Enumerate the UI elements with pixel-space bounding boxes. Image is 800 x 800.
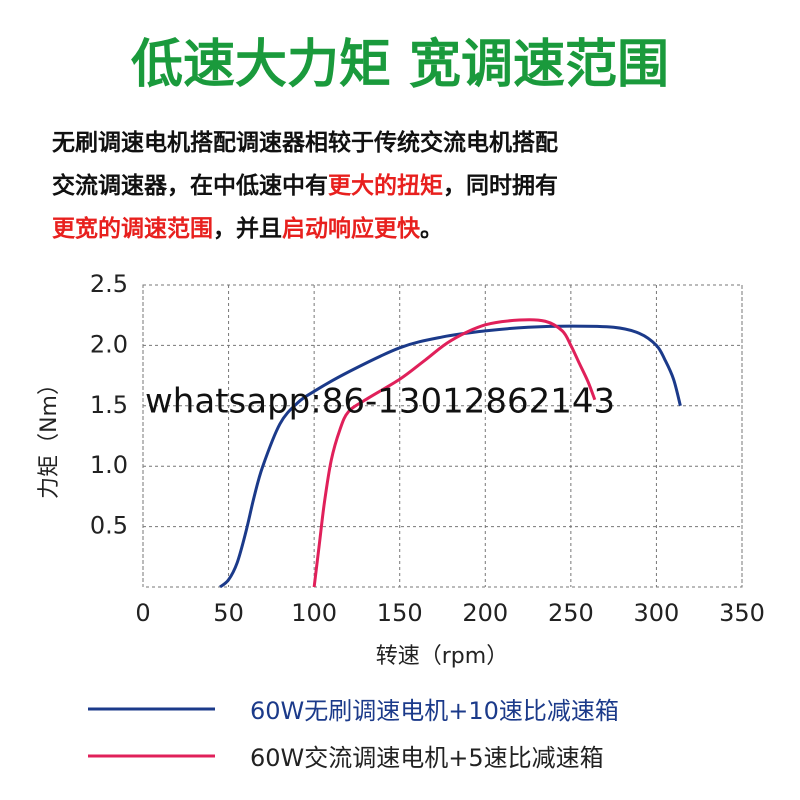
x-axis-label: 转速（rpm）: [376, 644, 508, 669]
description-segment: 。: [420, 216, 443, 242]
y-axis-label: 力矩（Nm）: [37, 373, 62, 499]
description-segment: 无刷调速电机搭配调速器相较于传统交流电机搭配: [52, 129, 558, 156]
x-tick-label: 200: [462, 599, 508, 627]
description: 无刷调速电机搭配调速器相较于传统交流电机搭配交流调速器，在中低速中有更大的扭矩，…: [52, 129, 558, 242]
description-line: 无刷调速电机搭配调速器相较于传统交流电机搭配: [52, 129, 558, 156]
series-line: [219, 324, 682, 589]
legend-label: 60W交流调速电机+5速比减速箱: [250, 744, 604, 772]
x-tick-label: 250: [548, 599, 594, 627]
x-tick-label: 50: [213, 599, 244, 627]
y-tick-label: 2.5: [90, 270, 128, 298]
description-segment: ，同时拥有: [443, 172, 558, 199]
y-tick-label: 2.0: [90, 330, 128, 358]
x-tick-label: 150: [377, 599, 423, 627]
watermark: whatsapp:86-13012862143: [145, 382, 615, 422]
x-tick-label: 100: [291, 599, 337, 627]
description-segment: 更宽的调速范围: [52, 215, 213, 242]
y-tick-label: 1.5: [90, 391, 128, 419]
description-line: 更宽的调速范围，并且启动响应更快。: [52, 215, 443, 242]
x-tick-label: 350: [719, 599, 765, 627]
legend-label: 60W无刷调速电机+10速比减速箱: [250, 697, 619, 725]
x-tick-label: 300: [634, 599, 680, 627]
series-line: [312, 318, 597, 588]
description-line: 交流调速器，在中低速中有更大的扭矩，同时拥有: [52, 172, 558, 199]
title: 低速大力矩 宽调速范围: [131, 35, 669, 95]
y-tick-label: 0.5: [90, 512, 128, 540]
description-segment: ，并且: [213, 215, 282, 242]
y-tick-label: 1.0: [90, 451, 128, 479]
plot-frame: [142, 284, 743, 588]
description-segment: 交流调速器，在中低速中有: [52, 172, 328, 199]
description-segment: 启动响应更快: [282, 215, 421, 242]
x-tick-label: 0: [135, 599, 150, 627]
description-segment: 更大的扭矩: [328, 172, 443, 199]
chart: 0 50 100 150 200 250 300 350 0.5 1.0 1.5 2.0 2.5 转速（r…: [37, 270, 765, 772]
